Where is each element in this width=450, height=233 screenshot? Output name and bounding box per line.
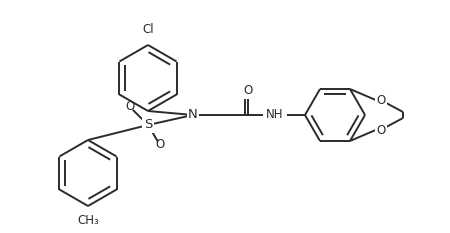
Text: O: O <box>376 93 386 106</box>
Text: S: S <box>144 119 152 131</box>
Text: O: O <box>376 123 386 137</box>
Text: NH: NH <box>266 109 284 121</box>
Text: O: O <box>155 138 165 151</box>
Text: O: O <box>243 85 252 97</box>
Text: O: O <box>126 100 135 113</box>
Text: N: N <box>188 109 198 121</box>
Text: Cl: Cl <box>142 23 154 36</box>
Text: CH₃: CH₃ <box>77 214 99 227</box>
